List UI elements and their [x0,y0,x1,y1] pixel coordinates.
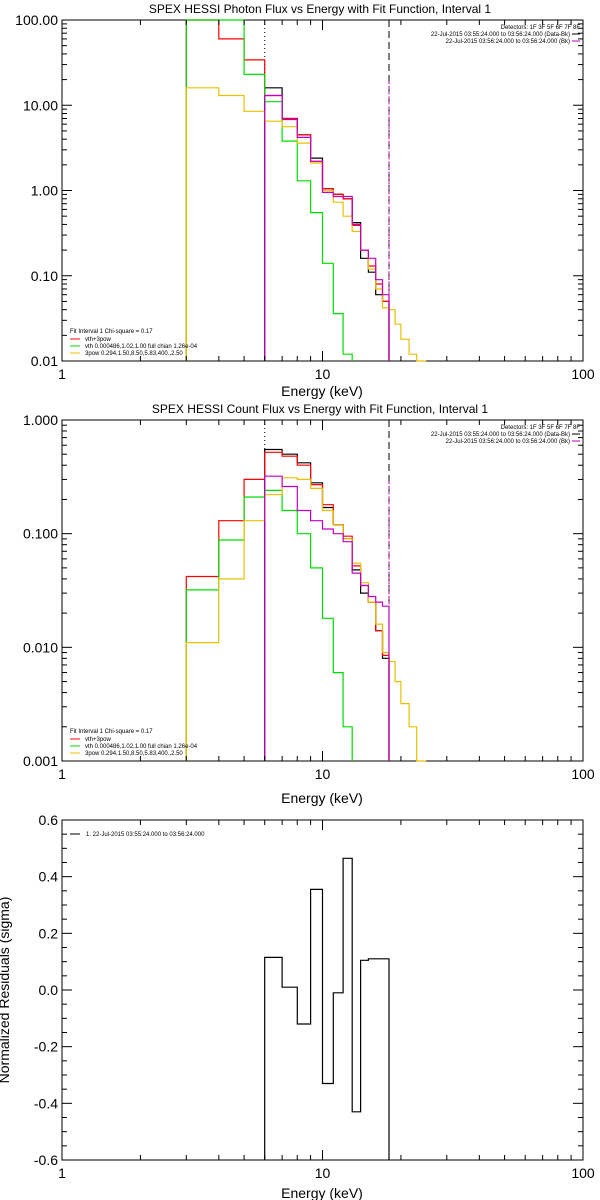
y-tick-label: 0.10 [31,268,58,284]
series-bk [264,94,390,361]
y-tick-label: 0.010 [23,639,58,655]
count-flux-xlabel: Energy (keV) [281,790,363,806]
residuals-xlabel: Energy (keV) [281,1185,363,1200]
photon-flux-detectors: Detectors: 1F 3F 5F 6F 7F 8F [501,25,581,31]
x-tick-label: 10 [315,766,331,782]
series-vth-3pow [185,19,390,361]
photon-flux-title: SPEX HESSI Photon Flux vs Energy with Fi… [149,2,491,16]
y-tick-label: -0.4 [34,1095,58,1111]
legend-label-vth3pow: vth+3pow [85,737,112,743]
legend-label-vth: vth 0.000486,1.02,1.00 full chian 1.26e-… [85,744,198,750]
y-tick-label: 100.00 [15,12,58,28]
count-flux-legend: Fit Interval 1 Chi-square = 0.17 vth+3po… [70,729,198,757]
x-tick-label: 10 [315,1165,331,1181]
x-tick-label: 1 [58,1165,66,1181]
series-bk [264,475,390,761]
y-tick-label: 0.01 [31,353,58,369]
x-tick-label: 1 [58,366,66,382]
photon-flux-time-data: 22-Jul-2015 03:55:24.000 to 03:56:24.000… [431,32,570,38]
series-1-22-jul-2015-03-55-24-0 [264,857,390,1160]
count-flux-time-data: 22-Jul-2015 03:55:24.000 to 03:56:24.000… [431,432,570,438]
photon-flux-legend: Fit Interval 1 Chi-square = 0.17 vth+3po… [70,329,198,357]
y-tick-label: 0.2 [39,925,59,941]
y-tick-label: -0.2 [34,1039,58,1055]
y-tick-label: 0.100 [23,526,58,542]
legend-label-vth3pow: vth+3pow [85,337,112,343]
x-tick-label: 100 [571,1165,595,1181]
y-tick-label: 10.00 [23,97,58,113]
photon-flux-time-bk: 22-Jul-2015 03:56:24.000 to 03:56:24.000… [446,39,570,45]
y-tick-label: 0.4 [39,869,59,885]
count-flux-time-bk: 22-Jul-2015 03:56:24.000 to 03:56:24.000… [446,439,570,445]
y-tick-label: 1.00 [31,183,58,199]
count-flux-fit-text: Fit Interval 1 Chi-square = 0.17 [70,729,153,735]
residuals-ylabel: Normalized Residuals (sigma) [0,897,12,1084]
y-tick-label: 0.0 [39,982,59,998]
y-tick-label: 0.001 [23,753,58,769]
residuals-legend-label: 1. 22-Jul-2015 03:55:24.000 to 03:56:24.… [86,832,205,838]
count-flux-detectors: Detectors: 1F 3F 5F 6F 7F 8F [501,425,581,431]
count-flux-panel: SPEX HESSI Count Flux vs Energy with Fit… [23,402,595,806]
y-tick-label: 0.6 [39,812,59,828]
legend-label-3pow: 3pow 0.294,1.50,8.50,5.83,400.,2.50 [85,751,183,757]
x-tick-label: 10 [315,366,331,382]
y-tick-label: 1.000 [23,412,58,428]
photon-flux-panel: SPEX HESSI Photon Flux vs Energy with Fi… [15,2,595,399]
y-tick-label: -0.6 [34,1152,58,1168]
photon-flux-xlabel: Energy (keV) [281,383,363,399]
residuals-panel: 1 10 100 -0.6 -0.4 -0.2 0.0 0.2 0.4 0.6 1. 22-Jul… [0,812,595,1200]
series-vth-0-000486-1-02-1-00-f [185,489,353,761]
legend-label-vth: vth 0.000486,1.02,1.00 full chian 1.26e-… [85,344,198,350]
x-tick-label: 100 [571,366,595,382]
legend-label-3pow: 3pow 0.294,1.50,8.50,5.83,400.,2.50 [85,351,183,357]
x-tick-label: 1 [58,766,66,782]
count-flux-title: SPEX HESSI Count Flux vs Energy with Fit… [152,402,488,416]
photon-flux-fit-text: Fit Interval 1 Chi-square = 0.17 [70,329,153,335]
x-tick-label: 100 [571,766,595,782]
series-vth-0-000486-1-02-1-00-f [185,19,353,361]
